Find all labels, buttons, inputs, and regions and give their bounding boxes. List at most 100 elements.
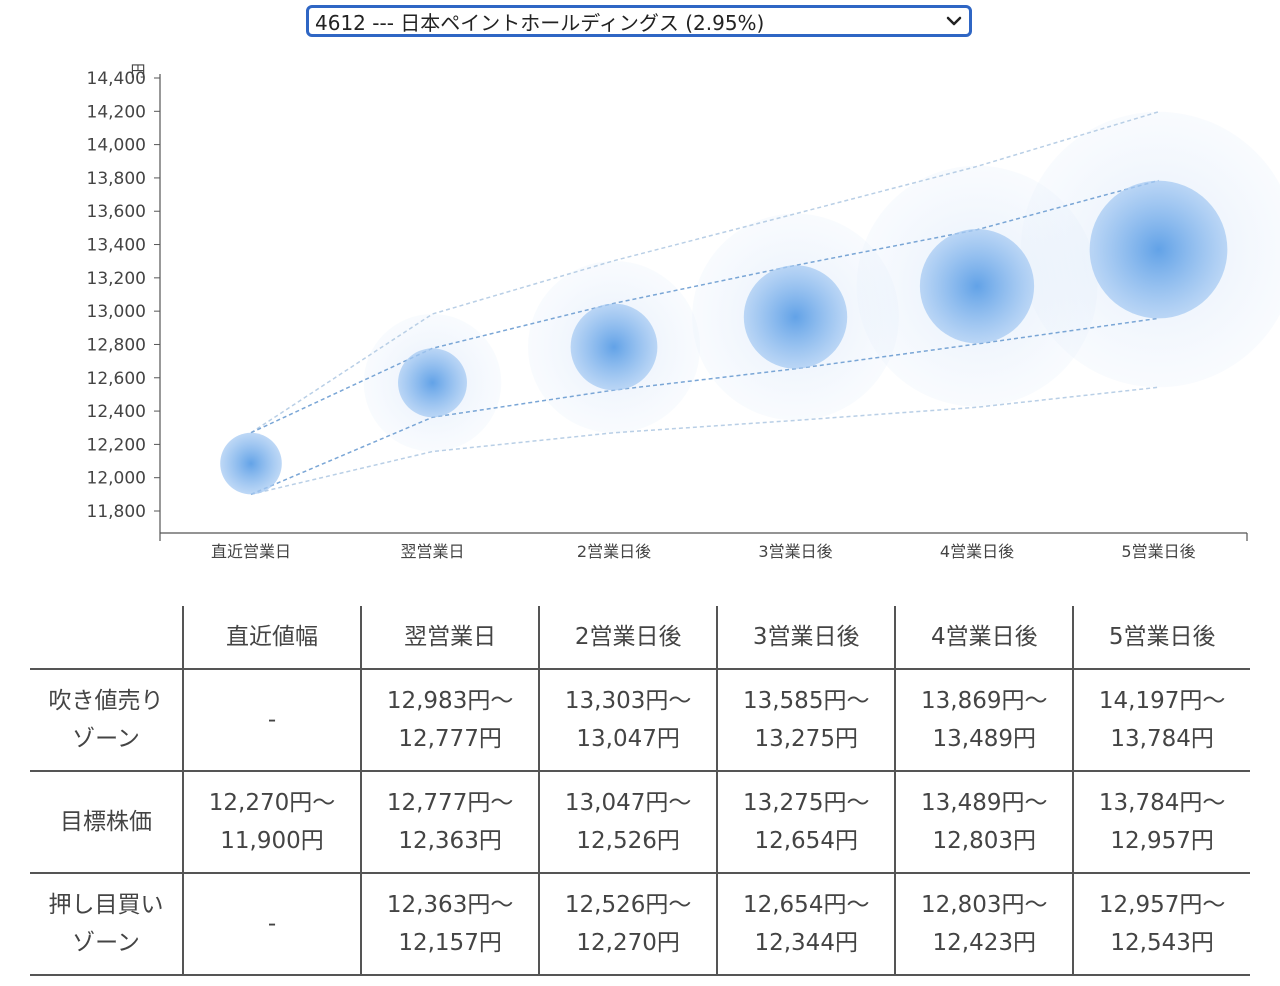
y-tick-label: 13,400 [87, 236, 146, 256]
table-cell: 12,526円〜 12,270円 [538, 872, 719, 976]
table-cell: 14,197円〜 13,784円 [1072, 668, 1250, 772]
row-label-line: 押し目買い [48, 892, 164, 918]
target-zone-bubble [570, 303, 658, 391]
inner-lower-line [250, 317, 1159, 496]
y-tick-label: 11,800 [87, 502, 146, 522]
table-cell-line: 12,543円 [1110, 930, 1214, 956]
table-cell: 13,585円〜 13,275円 [716, 668, 897, 772]
target-zone-bubble [398, 348, 467, 418]
table-header-cell: 2営業日後 [538, 606, 719, 670]
table-header-cell: 4営業日後 [894, 606, 1075, 670]
table-cell-line: 12,423円 [932, 930, 1037, 956]
table-cell-line: 12,654円 [754, 828, 858, 854]
table-header-cell: 5営業日後 [1072, 606, 1250, 670]
target-zone-bubble [919, 229, 1035, 344]
y-tick-label: 14,400 [87, 69, 146, 89]
table-cell-line: 11,900円 [220, 828, 324, 854]
outer-upper-line [250, 111, 1159, 434]
y-tick-label: 12,800 [87, 335, 146, 355]
table-cell-line: 13,275円〜 [742, 790, 870, 816]
table-cell: 13,275円〜 12,654円 [716, 770, 897, 874]
y-tick-label: 12,200 [87, 435, 146, 455]
row-label: 目標株価 [30, 770, 184, 874]
x-tick-label: 5営業日後 [1121, 542, 1195, 560]
table-cell-line: 12,363円〜 [386, 892, 514, 918]
x-tick-label: 翌営業日 [400, 542, 464, 560]
table-cell-line: 13,489円〜 [921, 790, 1048, 816]
table-cell-line: 12,957円〜 [1098, 892, 1226, 918]
bubble-layer [220, 180, 1228, 495]
table-cell: - [181, 668, 363, 772]
table-body: 吹き値売り ゾーン -12,983円〜 12,777円 13,303円〜 13,047円 1… [30, 668, 1250, 976]
table-cell-line: 14,197円〜 [1098, 688, 1226, 714]
stock-selector-value: 4612 --- 日本ペイントホールディングス (2.95%) [315, 10, 765, 35]
table-cell-line: 12,803円〜 [921, 892, 1048, 918]
table-cell-line: 12,157円 [398, 930, 502, 956]
target-zone-bubble [743, 265, 848, 369]
table-row: 押し目買い ゾーン -12,363円〜 12,157円 12,526円〜 12,270円 1… [30, 872, 1250, 976]
row-label-line: 吹き値売り [48, 688, 164, 714]
table-cell: - [181, 872, 363, 976]
table-cell-line: 13,784円 [1110, 726, 1214, 752]
table-cell: 12,270円〜 11,900円 [181, 770, 363, 874]
table-cell-line: 12,270円〜 [208, 790, 336, 816]
y-tick-label: 14,200 [87, 102, 146, 122]
table-cell-line: 12,654円〜 [742, 892, 870, 918]
x-tick-label: 2営業日後 [577, 542, 651, 560]
target-zone-bubble [220, 432, 282, 495]
y-tick-label: 13,600 [87, 202, 146, 222]
table-header-cell: 3営業日後 [716, 606, 897, 670]
table-cell-line: 13,047円〜 [564, 790, 692, 816]
table-cell-line: 13,585円〜 [742, 688, 870, 714]
outer-lower-line [250, 386, 1159, 496]
chevron-down-icon [945, 12, 963, 30]
inner-upper-line [250, 179, 1159, 434]
table-cell-line: 13,303円〜 [564, 688, 692, 714]
table-cell-line: 12,363円 [398, 828, 502, 854]
stock-selector[interactable]: 4612 --- 日本ペイントホールディングス (2.95%) [306, 5, 972, 37]
zone-table: 直近値幅 翌営業日 2営業日後 3営業日後 4営業日後 5営業日後 吹き値売り ゾーン - 12… [30, 606, 1250, 976]
table-cell-line: 12,777円 [398, 726, 502, 752]
table-cell: 13,303円〜 13,047円 [538, 668, 719, 772]
y-tick-label: 12,400 [87, 402, 146, 422]
y-tick-label: 12,000 [87, 469, 146, 489]
axes-layer: 11,800 12,000 12,200 12,400 12,600 12,800 13,0… [87, 62, 1248, 560]
table-cell: 13,784円〜 12,957円 [1072, 770, 1250, 874]
table-cell: 13,047円〜 12,526円 [538, 770, 719, 874]
table-cell-line: 12,526円〜 [564, 892, 692, 918]
table-cell: 13,869円〜 13,489円 [894, 668, 1075, 772]
x-tick-label: 直近営業日 [211, 542, 291, 560]
table-cell-line: 13,047円 [576, 726, 680, 752]
table-cell-line: 12,983円〜 [386, 688, 514, 714]
table-cell-line: - [267, 911, 277, 937]
band-lines-layer [250, 111, 1159, 496]
table-header-cell: 直近値幅 [181, 606, 363, 670]
table-cell-line: 13,489円 [932, 726, 1037, 752]
row-label-line: ゾーン [72, 930, 140, 956]
table-header-cell: 翌営業日 [360, 606, 541, 670]
table-row: 吹き値売り ゾーン -12,983円〜 12,777円 13,303円〜 13,047円 1… [30, 668, 1250, 772]
table-cell: 12,983円〜 12,777円 [360, 668, 541, 772]
table-cell-line: 12,344円 [754, 930, 858, 956]
table-cell-line: 13,869円〜 [921, 688, 1048, 714]
row-label-line: 目標株価 [60, 809, 152, 835]
table-cell-line: 12,270円 [576, 930, 680, 956]
table-cell-line: 12,777円〜 [386, 790, 514, 816]
row-label: 吹き値売り ゾーン [30, 668, 184, 772]
table-header-row: 直近値幅 翌営業日 2営業日後 3営業日後 4営業日後 5営業日後 [30, 606, 1250, 670]
table-cell: 13,489円〜 12,803円 [894, 770, 1075, 874]
table-header-corner [30, 606, 184, 670]
table-cell-line: 12,803円 [932, 828, 1037, 854]
table-cell-line: 12,526円 [576, 828, 680, 854]
price-forecast-chart: 11,800 12,000 12,200 12,400 12,600 12,800 13,0… [87, 62, 1280, 560]
table-cell: 12,777円〜 12,363円 [360, 770, 541, 874]
x-tick-label: 4営業日後 [940, 542, 1014, 560]
table-cell: 12,803円〜 12,423円 [894, 872, 1075, 976]
x-tick-label: 3営業日後 [758, 542, 832, 560]
target-zone-bubble [1089, 180, 1228, 319]
row-label-line: ゾーン [72, 726, 140, 752]
table-row: 目標株価 12,270円〜 11,900円 12,777円〜 12,363円 13,047… [30, 770, 1250, 874]
y-tick-label: 14,000 [87, 136, 146, 156]
y-tick-label: 13,200 [87, 269, 146, 289]
y-tick-label: 13,000 [87, 302, 146, 322]
